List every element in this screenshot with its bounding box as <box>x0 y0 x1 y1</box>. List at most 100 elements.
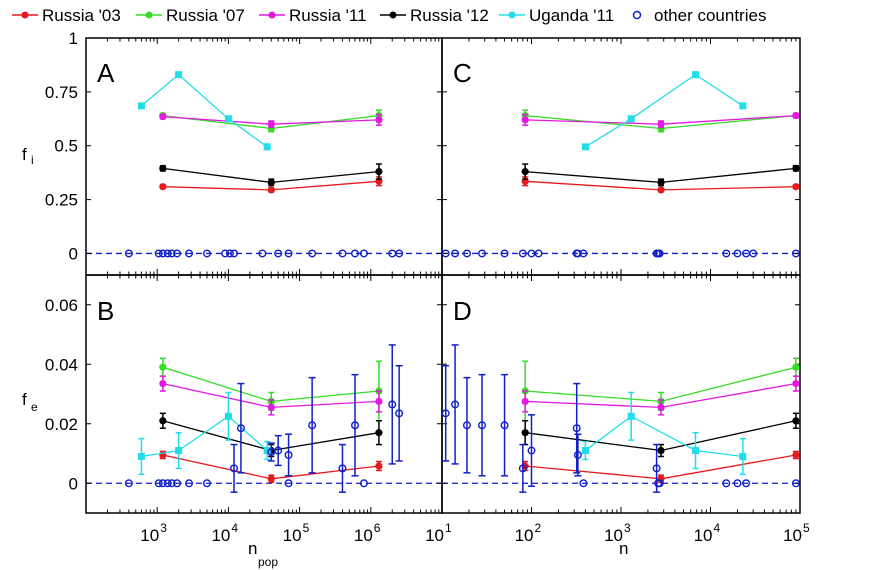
data-point <box>359 249 368 258</box>
data-point <box>395 409 404 418</box>
data-point <box>175 447 183 455</box>
data-point <box>692 447 700 455</box>
data-point <box>185 479 194 488</box>
data-point <box>573 249 582 258</box>
data-point <box>167 479 176 488</box>
y-tick-label: 0 <box>69 474 78 493</box>
x-tick-exponent: 5 <box>803 521 810 535</box>
x-tick-base: 10 <box>140 526 159 545</box>
y-tick-label: 0.02 <box>45 415 78 434</box>
data-point <box>451 249 460 258</box>
data-point <box>441 409 450 418</box>
data-point <box>792 164 800 172</box>
panel-frame <box>441 274 801 514</box>
y-axis-label-fe: f e <box>22 390 38 414</box>
y-tick-label: 0.04 <box>45 355 78 374</box>
y-axis-label-fi: f i <box>22 145 34 167</box>
data-point <box>159 113 167 121</box>
data-point <box>163 479 172 488</box>
data-point <box>230 249 239 258</box>
y-tick-label: 0.5 <box>54 137 78 156</box>
data-point <box>739 452 747 460</box>
series-other-countries <box>441 344 800 493</box>
series-line <box>585 73 744 148</box>
x-tick-label: 10 3 <box>604 521 631 545</box>
data-point <box>657 178 665 186</box>
x-tick-exponent: 4 <box>714 521 721 535</box>
data-point <box>500 249 509 258</box>
data-point <box>534 249 543 258</box>
x-tick-label: 10 1 <box>425 521 452 545</box>
data-point <box>159 417 167 425</box>
data-point <box>722 249 731 258</box>
legend-label: Russia '03 <box>42 6 121 25</box>
series-other-countries <box>441 249 800 258</box>
data-point <box>791 249 800 258</box>
legend-marker <box>389 11 397 19</box>
x-tick-base: 10 <box>694 526 713 545</box>
data-point <box>267 120 275 128</box>
data-point <box>124 249 133 258</box>
data-point <box>655 249 664 258</box>
svg-text:n: n <box>619 539 628 558</box>
svg-text:i: i <box>31 153 34 167</box>
data-point <box>657 186 665 194</box>
data-point <box>154 479 163 488</box>
x-tick-exponent: 5 <box>303 521 310 535</box>
x-tick-base: 10 <box>515 526 534 545</box>
data-point <box>185 249 194 258</box>
legend-marker <box>145 11 153 19</box>
panel-label-a: A <box>97 58 115 88</box>
series-uganda-11 <box>137 391 271 476</box>
data-point <box>527 446 536 455</box>
y-tick-label: 0.25 <box>45 191 78 210</box>
data-point <box>267 475 275 483</box>
data-point <box>159 183 167 191</box>
x-tick-exponent: 6 <box>374 521 381 535</box>
data-point <box>581 447 589 455</box>
data-point <box>263 447 271 455</box>
x-tick-base: 10 <box>283 526 302 545</box>
legend-marker <box>268 11 276 19</box>
data-point <box>692 71 700 79</box>
x-tick-label: 10 4 <box>694 521 721 545</box>
data-point <box>137 102 145 110</box>
data-point <box>375 397 383 406</box>
data-point <box>375 167 383 176</box>
x-tick-base: 10 <box>211 526 230 545</box>
svg-text:n: n <box>248 539 257 558</box>
data-point <box>159 164 167 172</box>
legend-label: Russia '11 <box>289 6 367 25</box>
series-russia-11 <box>159 113 383 129</box>
x-tick-exponent: 3 <box>160 521 167 535</box>
series-other-countries <box>124 249 404 258</box>
legend-item-russia-07: Russia '07 <box>136 6 245 25</box>
data-point <box>733 479 742 488</box>
x-axis-label-npop: n pop <box>248 539 278 569</box>
x-tick-label: 10 5 <box>783 521 810 545</box>
data-point <box>521 167 529 176</box>
data-point <box>572 424 581 433</box>
data-point <box>627 412 635 420</box>
data-point <box>521 116 529 124</box>
svg-text:pop: pop <box>258 555 278 569</box>
svg-text:e: e <box>31 400 38 414</box>
data-point <box>627 115 635 123</box>
data-point <box>351 421 360 430</box>
data-point <box>173 249 182 258</box>
data-point <box>224 115 232 123</box>
data-point <box>478 249 487 258</box>
data-point <box>518 249 527 258</box>
legend-marker <box>632 10 642 20</box>
x-tick-exponent: 4 <box>231 521 238 535</box>
legend-item-russia-03: Russia '03 <box>12 6 121 25</box>
panel-label-b: B <box>97 296 114 326</box>
data-point <box>163 249 172 258</box>
data-point <box>579 249 588 258</box>
legend-item-russia-11: Russia '11 <box>259 6 367 25</box>
data-point <box>202 249 211 258</box>
series-line <box>585 415 743 458</box>
data-point <box>388 400 397 409</box>
data-point <box>462 249 471 258</box>
x-axis-label-n: n <box>619 539 628 558</box>
